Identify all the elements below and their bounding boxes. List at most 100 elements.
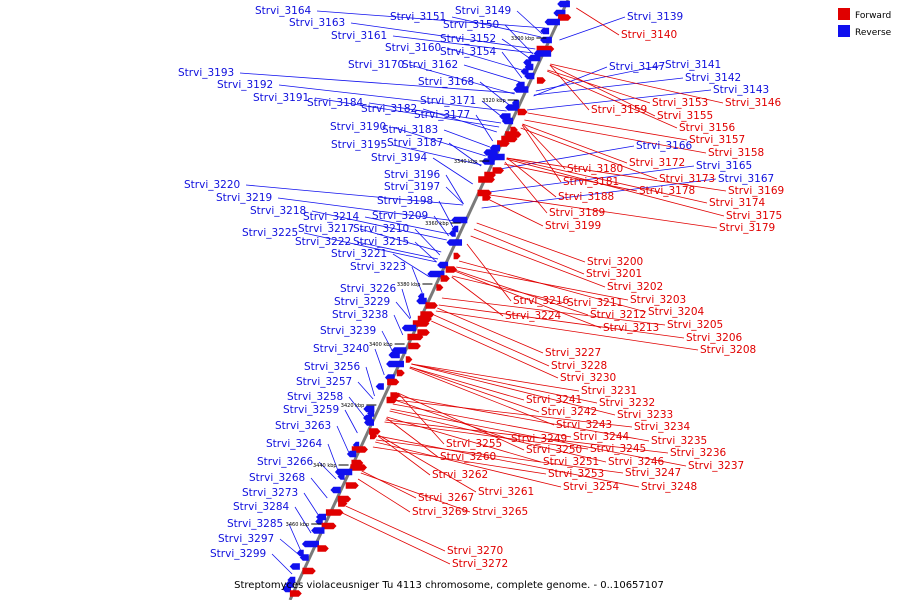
gene-label: Strvi_3218 <box>250 205 306 217</box>
leader-line <box>431 320 559 379</box>
leader-line <box>385 419 669 454</box>
leader-line <box>466 243 512 302</box>
leader-line <box>435 310 699 351</box>
forward-gene-feature <box>482 194 492 201</box>
forward-gene-feature <box>387 378 400 386</box>
reverse-gene-feature <box>311 527 325 534</box>
leader-line <box>411 363 598 404</box>
leader-line <box>350 22 536 50</box>
gene-label: Strvi_3190 <box>330 121 386 133</box>
reverse-gene-feature <box>513 86 529 93</box>
forward-gene-feature <box>317 545 329 552</box>
leader-line <box>451 276 504 317</box>
reverse-gene-feature <box>540 27 550 35</box>
leader-line <box>549 64 590 111</box>
gene-label: Strvi_3217 <box>298 223 354 235</box>
reverse-gene-feature <box>364 419 375 426</box>
forward-gene-feature <box>396 369 405 377</box>
leader-line <box>452 275 566 304</box>
label-leader-lines <box>239 7 727 575</box>
gene-label: Strvi_3174 <box>709 197 766 209</box>
gene-label: Strvi_3162 <box>402 59 458 71</box>
gene-label: Strvi_3154 <box>440 46 497 58</box>
leader-line <box>409 366 525 401</box>
leader-line <box>288 523 303 554</box>
tick-label: 3420 kbp <box>341 403 365 409</box>
gene-label: Strvi_3251 <box>543 456 599 468</box>
forward-gene-feature <box>536 77 546 84</box>
reverse-gene-feature <box>437 261 449 269</box>
leader-line <box>576 7 620 36</box>
leader-line <box>392 253 430 278</box>
gene-label: Strvi_3204 <box>648 306 705 318</box>
leader-line <box>356 241 439 260</box>
leader-line <box>533 77 684 96</box>
forward-gene-feature <box>350 464 367 471</box>
gene-label: Strvi_3205 <box>667 319 723 331</box>
gene-label: Strvi_3236 <box>670 447 727 459</box>
leader-line <box>506 157 557 198</box>
gene-label: Strvi_3179 <box>719 222 775 234</box>
gene-label: Strvi_3182 <box>361 103 417 115</box>
gene-label: Strvi_3237 <box>688 460 744 472</box>
gene-label: Strvi_3211 <box>567 297 623 309</box>
leader-line <box>401 288 412 319</box>
forward-gene-feature <box>386 396 398 404</box>
gene-label: Strvi_3155 <box>657 110 713 122</box>
leader-line <box>414 241 437 263</box>
forward-gene-feature <box>445 266 458 273</box>
legend-reverse-label: Reverse <box>855 28 892 38</box>
reverse-gene-feature <box>544 18 560 26</box>
gene-label: Strvi_3249 <box>511 433 567 445</box>
gene-label: Strvi_3240 <box>313 343 369 355</box>
forward-gene-feature <box>345 482 359 489</box>
gene-label: Strvi_3167 <box>718 173 774 185</box>
gene-label: Strvi_3169 <box>728 185 784 197</box>
gene-label: Strvi_3183 <box>382 124 438 136</box>
gene-label: Strvi_3213 <box>603 322 659 334</box>
gene-label: Strvi_3230 <box>560 372 616 384</box>
gene-label: Strvi_3255 <box>446 438 502 450</box>
tick-label: 3360 kbp <box>425 221 449 227</box>
gene-label: Strvi_3166 <box>636 140 693 152</box>
forward-gene-feature <box>497 140 510 147</box>
gene-label: Strvi_3194 <box>371 152 428 164</box>
gene-label: Strvi_3173 <box>659 173 715 185</box>
forward-gene-feature <box>412 320 430 327</box>
gene-label: Strvi_3263 <box>275 420 331 432</box>
leader-line <box>438 304 685 339</box>
leader-line <box>487 198 544 227</box>
gene-label: Strvi_3159 <box>591 104 647 116</box>
leader-line <box>441 297 666 326</box>
leader-line <box>516 10 543 35</box>
gene-label: Strvi_3168 <box>418 76 474 88</box>
leader-line <box>463 64 521 83</box>
leader-line <box>357 478 411 513</box>
leader-line <box>348 396 366 418</box>
gene-label: Strvi_3215 <box>353 236 409 248</box>
leader-line <box>546 70 678 129</box>
leader-line <box>433 215 449 237</box>
leader-line <box>437 307 544 354</box>
leader-line <box>520 127 658 180</box>
leader-line <box>393 314 404 336</box>
gene-label: Strvi_3242 <box>541 406 597 418</box>
leader-line <box>390 408 687 467</box>
reverse-gene-feature <box>427 270 445 278</box>
forward-gene-feature <box>425 302 438 309</box>
gene-label: Strvi_3224 <box>505 310 562 322</box>
gene-label: Strvi_3201 <box>586 268 642 280</box>
leader-line <box>278 84 507 112</box>
gene-label: Strvi_3158 <box>708 147 764 159</box>
leader-line <box>397 392 525 451</box>
gene-label: Strvi_3248 <box>641 481 697 493</box>
leader-line <box>547 69 651 104</box>
leader-line <box>318 461 337 480</box>
gene-label: Strvi_3269 <box>412 506 468 518</box>
leader-line <box>506 157 708 204</box>
gene-label: Strvi_3191 <box>253 92 309 104</box>
leader-line <box>386 417 439 458</box>
gene-label: Strvi_3197 <box>384 181 440 193</box>
gene-label: Strvi_3233 <box>617 409 673 421</box>
reverse-gene-feature <box>337 473 345 480</box>
